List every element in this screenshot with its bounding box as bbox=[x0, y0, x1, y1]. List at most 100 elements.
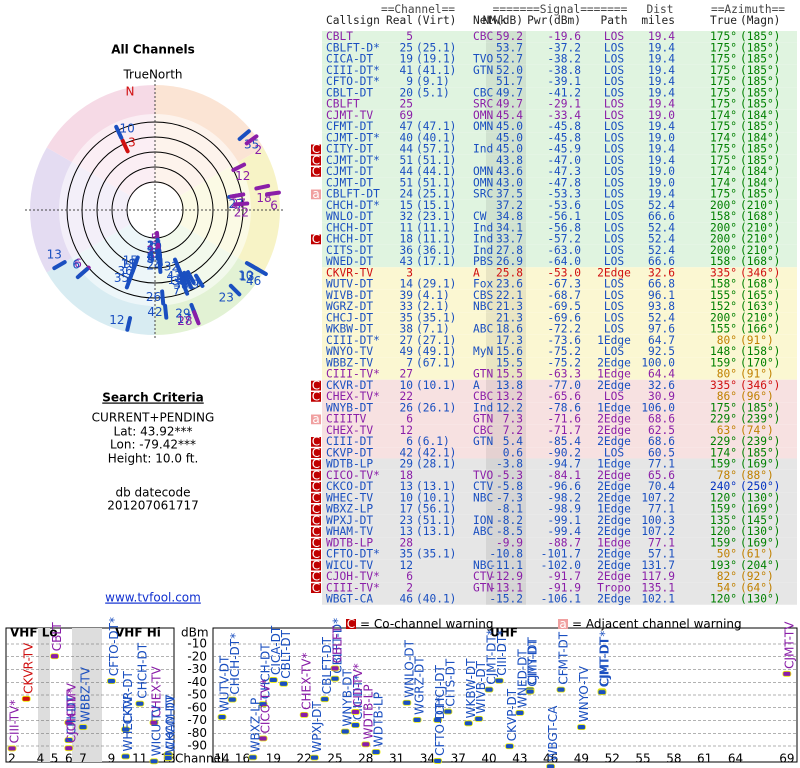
cell: 158° bbox=[710, 255, 737, 268]
cell: 19.4 bbox=[648, 86, 675, 99]
nm-column bbox=[486, 334, 526, 346]
cell: CITY-DT bbox=[326, 143, 373, 156]
station-label: CHCH-DT bbox=[135, 642, 149, 698]
cell: 9 bbox=[406, 75, 413, 88]
nm-column bbox=[486, 368, 526, 380]
x-tick-label: 4 bbox=[37, 752, 45, 766]
cell: 26 bbox=[400, 401, 414, 414]
legend-box bbox=[558, 619, 568, 629]
cell: LOS bbox=[604, 289, 624, 302]
nm-column bbox=[486, 267, 526, 279]
cell: 19.0 bbox=[648, 165, 675, 178]
radar-spoke bbox=[163, 303, 169, 320]
cell: LOS bbox=[604, 199, 624, 212]
cell: 13.8 bbox=[496, 379, 523, 392]
cell: 68.6 bbox=[648, 435, 675, 448]
row-bg bbox=[322, 458, 797, 470]
cell: 174° bbox=[710, 165, 737, 178]
cell: 35 bbox=[400, 548, 413, 561]
cell: PBS bbox=[473, 255, 493, 268]
cell: 2Edge bbox=[597, 480, 631, 493]
cell: 120° bbox=[710, 593, 737, 606]
cell: CIII-TV* bbox=[326, 368, 380, 381]
cell: (57.1) bbox=[416, 143, 456, 156]
x-tick-label: 2 bbox=[8, 752, 16, 766]
station-mark bbox=[64, 719, 74, 726]
cell: 100.0 bbox=[641, 356, 675, 369]
cell: LOS bbox=[604, 131, 624, 144]
radar-spoke bbox=[229, 192, 246, 199]
station-mark bbox=[505, 743, 514, 750]
cell: CIII-DT bbox=[326, 435, 373, 448]
cell: 43 bbox=[400, 255, 413, 268]
cell: (185°) bbox=[740, 53, 780, 66]
row-bg bbox=[322, 436, 797, 448]
station-label: CJMT-DT bbox=[597, 637, 611, 687]
cell: WHAM-TV bbox=[326, 525, 373, 538]
cell: NBC bbox=[473, 300, 493, 313]
cell: Ind bbox=[473, 143, 493, 156]
cell: 21.3 bbox=[496, 311, 523, 324]
link[interactable]: www.tvfool.com bbox=[105, 591, 201, 605]
radar-spoke bbox=[194, 273, 205, 288]
cell: 131.7 bbox=[641, 559, 675, 572]
warn-symbol: C bbox=[312, 165, 320, 179]
station-mark bbox=[556, 686, 566, 693]
cell: (165°) bbox=[740, 289, 780, 302]
radar-label: 32 bbox=[164, 260, 179, 274]
nm-column bbox=[486, 548, 526, 560]
station-mark bbox=[402, 699, 412, 706]
cell: (7.1) bbox=[416, 323, 450, 336]
legend-text: = Co-channel warning bbox=[360, 617, 494, 631]
cell: -69.5 bbox=[547, 300, 581, 313]
radar-label: 10 bbox=[119, 121, 134, 135]
cell: WBBZ-TV bbox=[326, 356, 373, 369]
spectrum: VHF Lo VHF Hi UHF dBm Channel -10-20-30-40-50… bbox=[5, 617, 798, 768]
station-mark bbox=[351, 722, 360, 728]
radar-label: 43 bbox=[166, 269, 181, 283]
cell: 13 bbox=[400, 480, 413, 493]
cell: CBLT-DT bbox=[326, 86, 373, 99]
cell: (185°) bbox=[740, 98, 780, 111]
cell: (29.1) bbox=[416, 278, 456, 291]
station-label: CIII-TV* bbox=[8, 700, 22, 744]
radar-label: 12 bbox=[235, 169, 250, 183]
warn-box bbox=[311, 538, 321, 548]
cell: LOS bbox=[604, 221, 624, 234]
cell: -10.8 bbox=[489, 548, 523, 561]
radar-label: 10 bbox=[238, 268, 253, 282]
cell: (239°) bbox=[740, 413, 780, 426]
datecode: 201207061717 bbox=[107, 499, 199, 513]
station-label: CJMT-DT bbox=[526, 636, 540, 686]
n-label: N bbox=[126, 85, 135, 99]
cell: 37.2 bbox=[496, 199, 523, 212]
cell: 27 bbox=[400, 368, 413, 381]
cell: 80° bbox=[717, 368, 737, 381]
radar-spoke bbox=[192, 310, 201, 326]
cell: 175° bbox=[710, 188, 737, 201]
station-label: CBLFT bbox=[330, 625, 344, 663]
cell: 18 bbox=[400, 469, 414, 482]
cell: 15.5 bbox=[496, 356, 523, 369]
y-tick-label: -80 bbox=[187, 726, 207, 740]
cell: -67.3 bbox=[547, 278, 581, 291]
cell: (185°) bbox=[740, 64, 780, 77]
cell: 120° bbox=[710, 491, 737, 504]
cell: 19.4 bbox=[648, 154, 675, 167]
station-label: WUTV-DT bbox=[218, 655, 232, 712]
column-header: Callsign bbox=[326, 14, 380, 27]
cell: (184°) bbox=[740, 176, 780, 189]
cell: (88°) bbox=[740, 469, 774, 482]
warn-box bbox=[311, 437, 321, 447]
cell: 13.2 bbox=[496, 390, 523, 403]
row-bg bbox=[322, 571, 797, 583]
unit-label: dBm bbox=[181, 626, 209, 640]
cell: CKCO-DT bbox=[326, 480, 373, 493]
cell: LOS bbox=[604, 323, 624, 336]
radar-spoke bbox=[75, 267, 89, 280]
cell: CJMT-DT bbox=[326, 165, 373, 178]
station-label: CITS-DT bbox=[443, 658, 457, 706]
cell: 2Edge bbox=[597, 413, 631, 426]
warn-symbol: C bbox=[312, 480, 320, 494]
cell: 32.6 bbox=[648, 266, 675, 279]
